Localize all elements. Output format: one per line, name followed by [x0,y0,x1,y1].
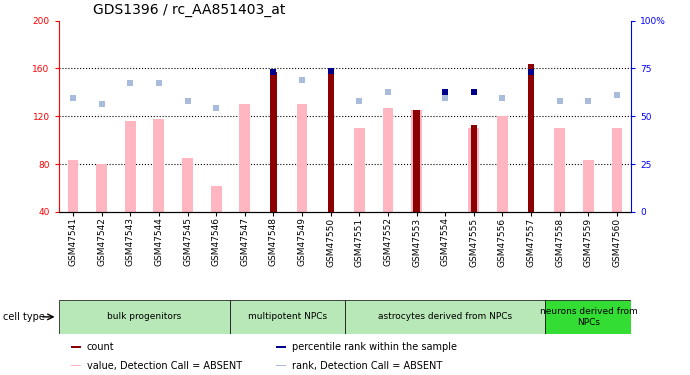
Text: rank, Detection Call = ABSENT: rank, Detection Call = ABSENT [291,361,442,370]
Bar [583,160,594,212]
Bar [71,365,81,366]
Bar [297,104,308,212]
Bar [497,116,508,212]
Bar [210,186,221,212]
Text: percentile rank within the sample: percentile rank within the sample [291,342,457,352]
Text: astrocytes derived from NPCs: astrocytes derived from NPCs [378,312,512,321]
Bar [239,104,250,212]
Bar [71,346,81,348]
Bar [345,300,546,334]
Bar [276,365,286,366]
Bar [182,158,193,212]
Text: GDS1396 / rc_AA851403_at: GDS1396 / rc_AA851403_at [93,3,286,17]
Bar [413,110,420,212]
Bar [471,124,477,212]
Bar [125,121,136,212]
Bar [230,300,345,334]
Text: multipotent NPCs: multipotent NPCs [248,312,327,321]
Bar [411,110,422,212]
Text: value, Detection Call = ABSENT: value, Detection Call = ABSENT [87,361,241,370]
Bar [469,128,480,212]
Bar [59,300,230,334]
Bar [270,72,277,212]
Text: count: count [87,342,115,352]
Text: bulk progenitors: bulk progenitors [108,312,181,321]
Bar [68,160,79,212]
Bar [96,164,107,212]
Bar [546,300,631,334]
Bar [328,71,334,212]
Text: neurons derived from
NPCs: neurons derived from NPCs [540,307,638,327]
Bar [153,118,164,212]
Text: cell type: cell type [3,312,46,322]
Bar [528,64,534,212]
Bar [276,346,286,348]
Bar [611,128,622,212]
Bar [354,128,365,212]
Bar [554,128,565,212]
Bar [382,108,393,212]
